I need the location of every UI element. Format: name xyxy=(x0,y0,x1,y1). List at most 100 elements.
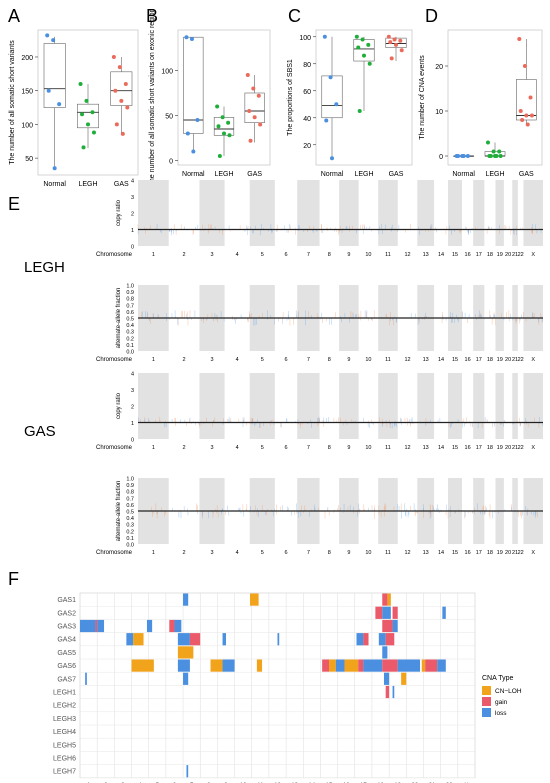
x-tick-label: Normal xyxy=(452,171,475,178)
sample-label: GAS1 xyxy=(57,597,76,604)
data-point xyxy=(226,120,231,125)
chromosome-tick-label: 4 xyxy=(236,252,239,258)
chromosome-tick-label: X xyxy=(531,357,535,363)
chromosome-tick-label: 13 xyxy=(423,252,429,258)
y-tick-label: 0.8 xyxy=(126,490,134,496)
chromosome-tick-label: 2 xyxy=(183,445,186,451)
chromosome-tick-label: 6 xyxy=(285,252,288,258)
cna-segment xyxy=(392,685,395,699)
chromosome-tick-label: 11 xyxy=(385,357,391,363)
cna-segment xyxy=(177,633,190,646)
sample-label: GAS7 xyxy=(57,676,76,683)
y-tick-label: 0.1 xyxy=(126,536,134,542)
chromosome-tick-label: 18 xyxy=(487,357,493,363)
box xyxy=(353,39,375,62)
cna-segment xyxy=(97,619,105,633)
cna-segment xyxy=(146,619,153,633)
y-tick-label: 0.9 xyxy=(126,483,134,489)
data-point xyxy=(248,138,253,143)
y-tick-label: 0 xyxy=(131,245,134,251)
data-point xyxy=(529,113,534,118)
chromosome-band xyxy=(199,180,225,246)
chart-c: 20 40 60 80 100 The proportions of SBS1 Normal… xyxy=(287,29,413,178)
cna-segment xyxy=(256,659,263,672)
chromosome-tick-label: 13 xyxy=(423,357,429,363)
chromosome-tick-label: 22 xyxy=(518,550,524,556)
data-point xyxy=(520,118,525,122)
chromosome-tick-label: 10 xyxy=(365,445,371,451)
data-point xyxy=(185,131,190,136)
cna-segment xyxy=(222,633,226,646)
chromosome-tick-label: 7 xyxy=(307,252,310,258)
chromosome-band xyxy=(297,373,320,439)
chromosome-band xyxy=(523,180,543,246)
y-tick-label: 100 xyxy=(161,69,173,76)
chromosome-band xyxy=(339,373,359,439)
y-tick-label: 100 xyxy=(299,35,311,42)
chromosome-tick-label: 5 xyxy=(261,252,264,258)
chromosome-tick-label: 18 xyxy=(487,550,493,556)
sample-label: GAS6 xyxy=(57,663,76,670)
chromosome-tick-label: 18 xyxy=(487,252,493,258)
data-point xyxy=(57,102,62,107)
chromosome-tick-label: 7 xyxy=(307,445,310,451)
x-tick-label: GAS xyxy=(114,181,129,188)
chromosome-tick-label: 13 xyxy=(423,550,429,556)
y-tick-label: 0.7 xyxy=(126,303,134,309)
data-point xyxy=(356,45,361,50)
y-tick-label: 1.0 xyxy=(126,477,134,483)
cna-segment xyxy=(401,672,407,685)
legend-label: gain xyxy=(495,699,508,706)
x-tick-label: Normal xyxy=(43,181,66,188)
data-point xyxy=(80,112,85,117)
legend-swatch xyxy=(482,708,491,717)
chromosome-tick-label: 6 xyxy=(285,357,288,363)
cna-segment xyxy=(375,606,383,619)
y-axis-label: copy ratio xyxy=(116,392,122,419)
cna-segment xyxy=(387,593,391,606)
chromosome-tick-label: 4 xyxy=(236,357,239,363)
chromosome-tick-label: 2 xyxy=(183,357,186,363)
y-tick-label: 1.0 xyxy=(126,284,134,290)
data-point xyxy=(258,122,263,127)
chromosome-tick-label: 6 xyxy=(285,550,288,556)
data-point xyxy=(191,149,196,154)
y-tick-label: 0.4 xyxy=(126,323,134,329)
chromosome-tick-label: 14 xyxy=(438,550,444,556)
chromosome-band xyxy=(297,180,320,246)
chromosome-tick-label: 5 xyxy=(261,445,264,451)
chromosome-band xyxy=(249,180,275,246)
panel-label-c: C xyxy=(288,6,301,26)
box xyxy=(244,92,265,124)
data-point xyxy=(256,93,261,98)
chromosome-tick-label: 16 xyxy=(465,550,471,556)
data-point xyxy=(51,38,56,43)
data-point xyxy=(498,154,503,158)
box xyxy=(43,43,66,108)
chromosome-tick-label: 20 xyxy=(505,550,511,556)
y-tick-label: 20 xyxy=(435,64,443,71)
chromosome-tick-label: 7 xyxy=(307,550,310,556)
cna-segment xyxy=(189,633,201,646)
chromosome-tick-label: 2 xyxy=(183,252,186,258)
y-tick-label: 3 xyxy=(131,195,134,201)
cna-segment xyxy=(358,659,364,672)
data-point xyxy=(456,154,461,158)
y-tick-label: 4 xyxy=(131,179,134,185)
chromosome-tick-label: 8 xyxy=(328,445,331,451)
data-point xyxy=(322,34,327,39)
cna-segment xyxy=(437,659,446,672)
sample-label: LEGH7 xyxy=(53,769,76,776)
y-tick-label: 0.2 xyxy=(126,529,134,535)
box xyxy=(183,36,204,134)
cna-segment xyxy=(344,659,359,672)
data-point xyxy=(247,109,252,113)
chromosome-tick-label: 22 xyxy=(518,357,524,363)
y-axis-label: alternate-allele fraction xyxy=(116,288,122,349)
data-point xyxy=(91,130,96,135)
chromosome-tick-label: 21 xyxy=(512,252,518,258)
data-point xyxy=(184,35,189,40)
y-tick-label: 0.9 xyxy=(126,290,134,296)
chromosome-tick-label: 17 xyxy=(476,445,482,451)
